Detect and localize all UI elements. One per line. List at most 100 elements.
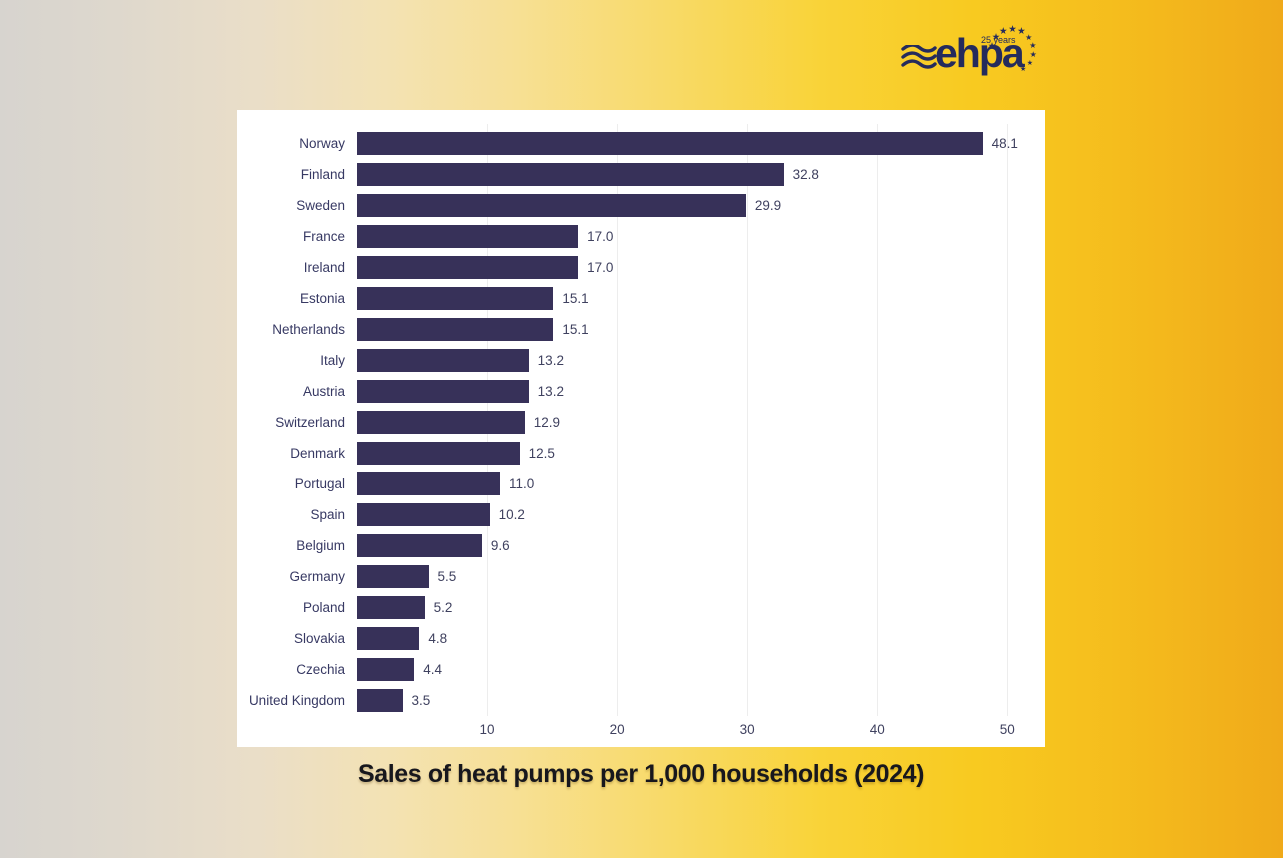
- chart-row: Czechia 4.4: [237, 654, 1045, 685]
- bar-area: 15.1: [357, 283, 1045, 314]
- bar-area: 12.9: [357, 407, 1045, 438]
- category-label: Ireland: [303, 259, 345, 275]
- star-icon: ★: [1025, 32, 1033, 42]
- bar: [357, 317, 554, 341]
- value-label: 48.1: [991, 135, 1018, 151]
- value-label: 9.6: [490, 538, 510, 554]
- star-icon: ★: [1008, 24, 1017, 36]
- bar: [357, 534, 482, 558]
- bar: [357, 565, 429, 589]
- value-label: 12.9: [533, 414, 561, 430]
- value-label: 13.2: [537, 352, 564, 368]
- value-label: 15.1: [562, 290, 589, 306]
- star-icon: ★: [1029, 49, 1037, 59]
- bar: [357, 472, 501, 496]
- category-label: Portugal: [294, 476, 345, 492]
- chart-row: Estonia 15.1: [237, 283, 1045, 314]
- chart-row: Sweden 29.9: [237, 190, 1045, 221]
- bar: [357, 410, 525, 434]
- bar: [357, 503, 490, 527]
- bar-area: 9.6: [357, 530, 1045, 561]
- value-label: 5.2: [433, 600, 453, 616]
- category-label: Belgium: [296, 538, 345, 554]
- chart-panel: Norway 48.1 Finland 32.8 Sweden 29.9 France 17.…: [237, 110, 1045, 747]
- bar: [357, 627, 420, 651]
- bar: [357, 379, 529, 403]
- logo-wordmark: ehpa: [935, 30, 1025, 76]
- chart-row: Norway 48.1: [237, 128, 1045, 159]
- bar-area: 17.0: [357, 221, 1045, 252]
- star-icon: ★: [999, 26, 1008, 38]
- waves-icon: [901, 45, 937, 69]
- category-label: Spain: [310, 507, 345, 523]
- bar: [357, 348, 529, 372]
- value-label: 5.5: [437, 569, 457, 585]
- category-label: Italy: [320, 352, 345, 368]
- chart-row: Germany 5.5: [237, 561, 1045, 592]
- bar: [357, 596, 425, 620]
- value-label: 15.1: [562, 321, 589, 337]
- x-tick-label: 50: [999, 722, 1015, 737]
- star-icon: ★: [987, 40, 997, 52]
- chart-row: Ireland 17.0: [237, 252, 1045, 283]
- category-label: Austria: [302, 383, 345, 399]
- gridline: [1007, 124, 1009, 716]
- category-label: Germany: [289, 569, 345, 585]
- chart-row: Switzerland 12.9: [237, 407, 1045, 438]
- value-label: 10.2: [498, 507, 525, 523]
- chart-row: Italy 13.2: [237, 345, 1045, 376]
- chart-row: Finland 32.8: [237, 159, 1045, 190]
- x-tick-label: 40: [869, 722, 885, 737]
- bar-area: 13.2: [357, 345, 1045, 376]
- chart-row: Portugal 11.0: [237, 468, 1045, 499]
- chart-row: United Kingdom 3.5: [237, 685, 1045, 716]
- category-label: Estonia: [299, 290, 345, 306]
- value-label: 12.5: [528, 445, 555, 461]
- bar-area: 5.5: [357, 561, 1045, 592]
- star-icon: ★: [1026, 59, 1033, 67]
- category-label: Denmark: [290, 445, 345, 461]
- gridline: [877, 124, 879, 716]
- x-tick-label: 30: [739, 722, 755, 737]
- bar-area: 10.2: [357, 499, 1045, 530]
- bar: [357, 224, 579, 248]
- star-icon: ★: [991, 32, 1001, 44]
- bar-area: 4.4: [357, 654, 1045, 685]
- bar: [357, 658, 415, 682]
- bar-area: 13.2: [357, 376, 1045, 407]
- value-label: 3.5: [411, 693, 431, 709]
- star-icon: ★: [1020, 65, 1027, 73]
- category-label: Czechia: [296, 662, 345, 678]
- category-label: Switzerland: [275, 414, 345, 430]
- bar: [357, 689, 403, 713]
- category-label: Poland: [302, 600, 345, 616]
- category-label: Finland: [300, 166, 345, 182]
- value-label: 17.0: [587, 259, 614, 275]
- bar-area: 32.8: [357, 159, 1045, 190]
- bar: [357, 162, 784, 186]
- value-label: 32.8: [792, 166, 819, 182]
- bar-area: 17.0: [357, 252, 1045, 283]
- bar: [357, 255, 579, 279]
- category-label: Slovakia: [293, 631, 345, 647]
- value-label: 4.4: [423, 662, 442, 678]
- category-label: Netherlands: [272, 321, 345, 337]
- bar-area: 11.0: [357, 468, 1045, 499]
- gridline: [617, 124, 619, 716]
- bar: [357, 131, 983, 155]
- bar: [357, 441, 520, 465]
- chart-row: Denmark 12.5: [237, 438, 1045, 469]
- bar-rows: Norway 48.1 Finland 32.8 Sweden 29.9 France 17.…: [237, 128, 1045, 716]
- bar-area: 29.9: [357, 190, 1045, 221]
- chart-row: Belgium 9.6: [237, 530, 1045, 561]
- ehpa-logo: ehpa 25 years ★ ★ ★ ★ ★ ★ ★ ★ ★ ★: [901, 24, 1043, 82]
- star-icon: ★: [1017, 26, 1026, 38]
- bar-area: 4.8: [357, 623, 1045, 654]
- gridline: [747, 124, 749, 716]
- value-label: 13.2: [537, 383, 564, 399]
- category-label: Norway: [299, 135, 345, 151]
- bar: [357, 286, 554, 310]
- category-label: United Kingdom: [248, 693, 345, 709]
- value-label: 17.0: [587, 228, 614, 244]
- bar-area: 3.5: [357, 685, 1045, 716]
